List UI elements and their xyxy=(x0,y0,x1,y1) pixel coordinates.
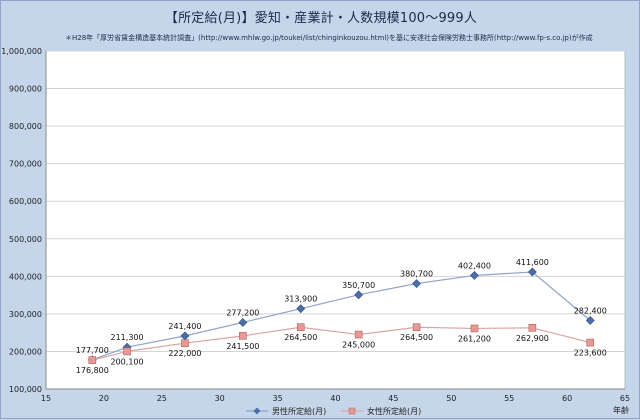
data-point xyxy=(181,339,189,347)
data-point xyxy=(123,347,131,356)
data-point xyxy=(412,279,421,289)
data-point xyxy=(354,290,364,300)
chart-source-note: ＊H28年「厚労省賃金構造基本統計調査」(http://www.mhlw.go.… xyxy=(65,34,593,42)
series-layer xyxy=(87,267,595,365)
data-label: 177,700 xyxy=(76,346,109,355)
legend-label: 女性所定給(月) xyxy=(367,406,421,416)
data-point xyxy=(296,323,305,332)
data-point xyxy=(586,338,595,347)
data-point xyxy=(412,323,421,332)
x-tick-label: 55 xyxy=(504,394,514,403)
y-tick-label: 400,000 xyxy=(9,272,42,281)
data-label: 211,300 xyxy=(111,333,144,342)
data-label: 350,700 xyxy=(342,281,375,290)
x-tick-label: 65 xyxy=(620,394,630,403)
data-label: 277,200 xyxy=(226,308,259,317)
y-tick-label: 600,000 xyxy=(9,197,42,206)
chart-title: 【所定給(月)】愛知・産業計・人数規模100～999人 xyxy=(164,11,478,26)
data-label: 264,500 xyxy=(284,333,317,342)
x-tick-label: 40 xyxy=(330,394,340,403)
data-point xyxy=(470,271,479,280)
data-label: 264,500 xyxy=(400,333,433,342)
legend-marker xyxy=(348,407,356,415)
data-point xyxy=(296,304,306,314)
x-tick-label: 60 xyxy=(562,394,572,403)
x-tick-label: 25 xyxy=(157,394,167,403)
x-tick-label: 15 xyxy=(41,394,51,403)
data-label: 313,900 xyxy=(284,295,317,304)
axes: 100,000 200,000 300,000 400,000 500,000 600,0… xyxy=(1,47,630,403)
data-label: 200,100 xyxy=(111,357,144,366)
data-point xyxy=(470,324,479,333)
data-label: 262,900 xyxy=(516,334,549,343)
x-axis-title: 年齢 xyxy=(613,405,629,415)
data-label: 241,400 xyxy=(168,322,201,331)
y-tick-label: 200,000 xyxy=(9,347,42,356)
data-label: 176,800 xyxy=(76,366,109,375)
x-tick-label: 20 xyxy=(99,394,109,403)
series-line-2 xyxy=(92,326,591,361)
data-point xyxy=(585,316,595,325)
y-tick-label: 300,000 xyxy=(9,310,42,319)
data-label: 380,700 xyxy=(400,270,433,279)
data-label: 222,000 xyxy=(168,349,201,358)
data-label: 411,600 xyxy=(516,258,549,267)
data-label: 223,600 xyxy=(574,349,607,358)
data-label: 241,500 xyxy=(226,342,259,351)
data-point xyxy=(527,267,537,277)
y-tick-label: 100,000 xyxy=(9,385,42,394)
legend: 男性所定給(月) 女性所定給(月) xyxy=(246,406,421,416)
x-tick-label: 30 xyxy=(215,394,225,403)
gridlines xyxy=(46,50,625,390)
data-label: 402,400 xyxy=(458,261,491,270)
data-label: 245,000 xyxy=(342,341,375,350)
data-point xyxy=(88,356,97,364)
legend-label: 男性所定給(月) xyxy=(272,406,326,416)
data-point xyxy=(528,324,537,332)
y-tick-label: 1,000,000 xyxy=(1,47,42,56)
x-tick-label: 45 xyxy=(388,394,398,403)
y-tick-label: 900,000 xyxy=(9,85,42,94)
x-tick-label: 35 xyxy=(273,394,283,403)
y-tick-label: 800,000 xyxy=(9,122,42,131)
x-tick-label: 50 xyxy=(446,394,456,403)
y-tick-label: 700,000 xyxy=(9,160,42,169)
series-line-1 xyxy=(92,271,591,361)
legend-marker xyxy=(253,407,261,415)
data-point xyxy=(238,318,248,327)
y-tick-label: 500,000 xyxy=(9,235,42,244)
data-label: 261,200 xyxy=(458,334,491,343)
data-point xyxy=(354,330,363,339)
data-label: 282,400 xyxy=(574,306,607,315)
data-point xyxy=(239,332,247,340)
